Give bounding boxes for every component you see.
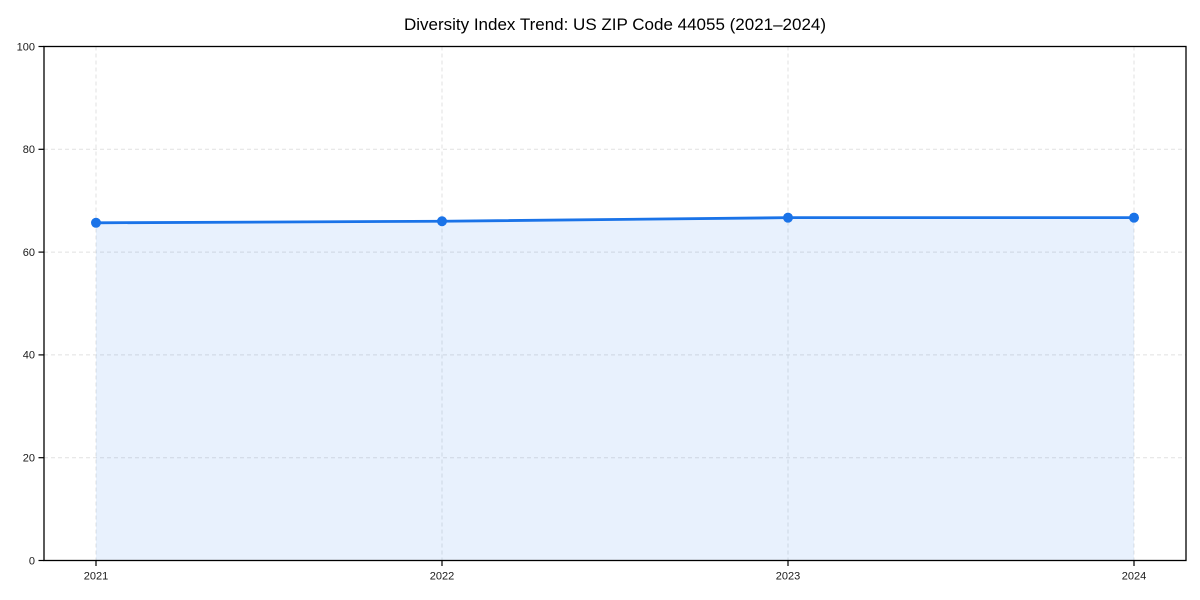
data-point-2021 [91,217,101,228]
data-point-2023 [783,212,793,223]
y-tick-label: 100 [17,41,35,53]
y-tick-label: 80 [23,144,35,156]
trend-line [94,216,1136,225]
y-tick-label: 40 [23,350,35,362]
area-fill [96,217,1134,561]
data-point-2024 [1129,212,1139,223]
y-tick-label: 60 [23,247,35,259]
data-point-2022 [437,216,447,227]
x-tick-label: 2022 [430,571,454,583]
x-tick-label: 2021 [84,571,108,583]
y-tick-label: 0 [29,555,35,567]
chart-title: Diversity Index Trend: US ZIP Code 44055… [404,15,826,34]
y-tick-label: 20 [23,453,35,465]
x-tick-label: 2023 [776,571,800,583]
plot-border [43,45,1187,562]
x-tick-label: 2024 [1122,571,1146,583]
